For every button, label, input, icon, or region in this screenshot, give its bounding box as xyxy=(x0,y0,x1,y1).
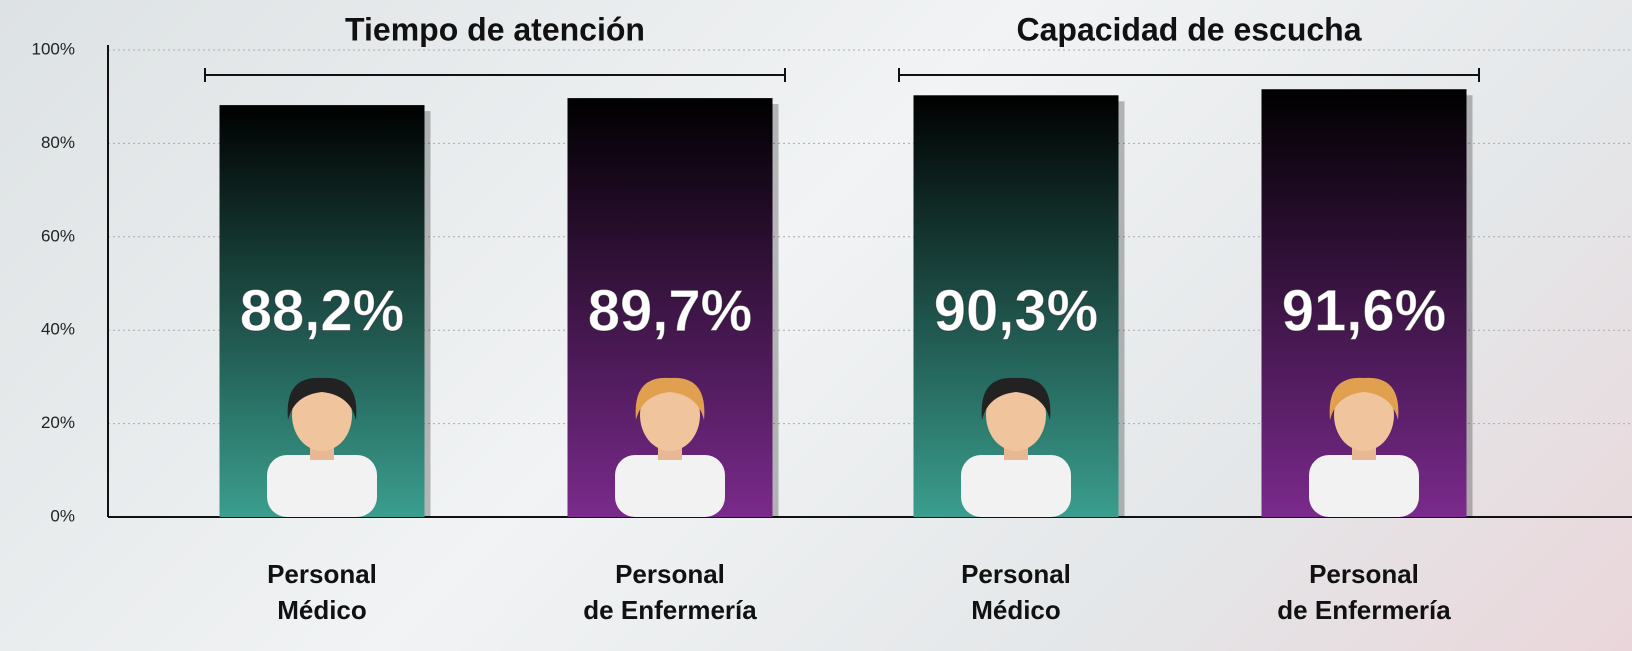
icon-hair xyxy=(635,377,705,420)
group-label: Capacidad de escucha xyxy=(1016,11,1361,47)
y-tick-label: 60% xyxy=(41,226,75,245)
icon-body xyxy=(961,455,1071,517)
icon-body xyxy=(615,455,725,517)
icon-hair xyxy=(981,377,1051,420)
y-tick-label: 80% xyxy=(41,133,75,152)
x-tick-label: Personal Médico xyxy=(267,559,377,625)
y-tick-label: 20% xyxy=(41,413,75,432)
value-label: 89,7% xyxy=(588,278,752,343)
x-tick-label: Personal de Enfermería xyxy=(1277,559,1451,625)
icon-hair xyxy=(1329,377,1399,420)
icon-head xyxy=(1334,379,1394,451)
value-label: 88,2% xyxy=(240,278,404,343)
icon-head xyxy=(640,379,700,451)
y-tick-label: 0% xyxy=(50,506,75,525)
icon-head xyxy=(292,379,352,451)
group-label: Tiempo de atención xyxy=(345,11,645,47)
icon-body xyxy=(267,455,377,517)
icon-hair xyxy=(287,377,357,420)
x-tick-label: Personal de Enfermería xyxy=(583,559,757,625)
value-label: 91,6% xyxy=(1282,278,1446,343)
icon-body xyxy=(1309,455,1419,517)
value-label: 90,3% xyxy=(934,278,1098,343)
y-tick-label: 40% xyxy=(41,320,75,339)
y-tick-label: 100% xyxy=(32,39,75,58)
x-tick-label: Personal Médico xyxy=(961,559,1071,625)
icon-head xyxy=(986,379,1046,451)
